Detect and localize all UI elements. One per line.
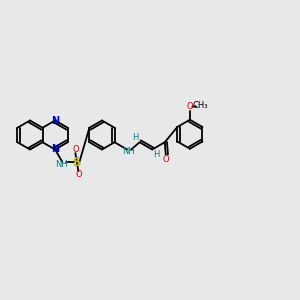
Text: O: O <box>75 170 82 179</box>
Text: H: H <box>153 150 159 159</box>
Text: NH: NH <box>122 148 134 157</box>
Text: N: N <box>51 116 59 125</box>
Text: S: S <box>73 156 81 169</box>
Text: O: O <box>72 145 79 154</box>
Text: O: O <box>187 102 193 111</box>
Text: NH: NH <box>55 160 68 169</box>
Text: O: O <box>163 154 169 164</box>
Text: N: N <box>51 145 59 154</box>
Text: CH₃: CH₃ <box>192 101 208 110</box>
Text: H: H <box>133 133 139 142</box>
